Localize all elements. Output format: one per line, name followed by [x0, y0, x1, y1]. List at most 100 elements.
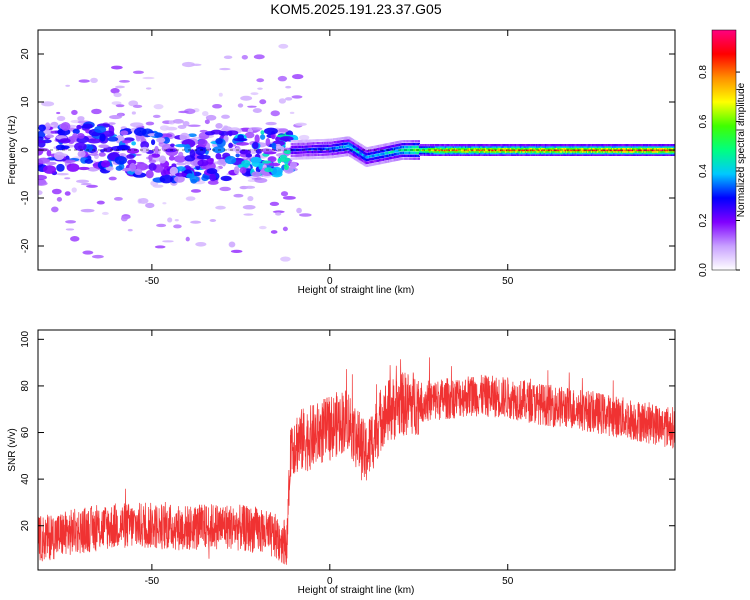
spectrogram-cell	[618, 150, 621, 153]
spectrogram-cell	[365, 156, 368, 159]
spectrogram-cell	[253, 54, 265, 60]
spectrogram-cell	[513, 147, 516, 150]
spectrogram-cell	[538, 150, 541, 153]
snr-series-line	[38, 357, 675, 565]
spectrogram-cell	[659, 153, 662, 156]
spectrogram-cell	[673, 150, 675, 153]
spectrogram-cell	[370, 163, 373, 167]
spectrogram-cell	[447, 145, 450, 148]
spectrogram-cell	[650, 150, 653, 153]
spectrogram-cell	[154, 245, 166, 249]
y-tick-label: 20	[20, 48, 31, 60]
spectrogram-cell	[664, 152, 667, 155]
spectrogram-cell	[364, 158, 367, 161]
spectrogram-cell	[244, 131, 255, 139]
spectrogram-cell	[506, 144, 509, 147]
spectrogram-cell	[280, 256, 291, 262]
spectrogram-cell	[665, 153, 668, 156]
spectrogram-cell	[497, 147, 500, 150]
spectrogram-cell	[300, 142, 303, 146]
spectrogram-cell	[422, 150, 425, 153]
spectrogram-cell	[148, 162, 157, 171]
spectrogram-cell	[87, 138, 102, 144]
spectrogram-cell	[309, 145, 312, 148]
spectrogram-cell	[554, 152, 558, 155]
spectrogram-cell	[636, 147, 640, 150]
spectrogram-cell	[533, 152, 536, 155]
spectrogram-cell	[631, 145, 635, 148]
spectrogram-cell	[379, 161, 382, 165]
spectrogram-cell	[331, 138, 335, 141]
spectrogram-cell	[76, 124, 82, 130]
spectrogram-cell	[361, 153, 364, 157]
spectrogram-cell	[587, 145, 590, 148]
spectrogram-cell	[364, 155, 367, 158]
spectrogram-cell	[582, 145, 585, 148]
spectrogram-cell	[665, 152, 668, 155]
spectrogram-cell	[381, 149, 384, 153]
spectrogram-cell	[321, 150, 325, 153]
spectrogram-cell	[455, 148, 458, 152]
spectrogram-cell	[564, 152, 567, 155]
spectrogram-cell	[375, 156, 378, 160]
x-tick-label: 50	[502, 576, 514, 587]
spectrogram-cell	[625, 150, 629, 153]
spectrogram-cell	[60, 121, 71, 131]
spectrogram-cell	[258, 162, 263, 170]
spectrogram-cell	[415, 154, 418, 157]
spectrogram-cell	[132, 70, 144, 74]
spectrogram-cell	[304, 145, 307, 148]
spectrogram-cell	[563, 152, 566, 155]
spectrogram-cell	[636, 150, 640, 153]
spectrogram-cell	[644, 144, 647, 147]
spectrogram-cell	[467, 144, 470, 147]
spectrogram-cell	[620, 152, 624, 155]
spectrogram-cell	[471, 150, 474, 153]
spectrogram-cell	[600, 144, 604, 147]
spectrogram-cell	[636, 152, 640, 155]
spectrogram-cell	[594, 148, 597, 152]
spectrogram-cell	[379, 158, 382, 162]
spectrogram-cell	[412, 151, 416, 155]
spectrogram-cell	[498, 153, 501, 156]
spectrogram-cell	[56, 172, 69, 176]
spectrogram-cell	[421, 145, 424, 148]
spectrogram-cell	[629, 150, 632, 153]
spectrogram-cell	[165, 148, 177, 153]
spectrogram-cell	[387, 151, 391, 154]
spectrogram-cell	[655, 147, 658, 150]
spectrogram-cell	[488, 144, 492, 147]
colorbar: 0.00.20.40.60.8 Normalized spectral ampl…	[698, 29, 747, 277]
spectrogram-cell	[321, 156, 325, 159]
spectrogram-cell	[152, 114, 161, 119]
spectrogram-cell	[634, 153, 637, 156]
spectrogram-cell	[278, 98, 287, 104]
spectrogram-cell	[443, 150, 447, 153]
spectrogram-cell	[599, 147, 602, 150]
spectrogram-cell	[335, 137, 338, 141]
spectrogram-cell	[331, 147, 335, 150]
spectrogram-cell	[441, 145, 444, 148]
spectrogram-cell	[448, 148, 452, 152]
spectrogram-cell	[330, 147, 333, 150]
spectrogram-cell	[664, 150, 667, 153]
spectrogram-cell	[145, 121, 155, 126]
spectrogram-cell	[339, 146, 342, 149]
spectrogram-cell	[496, 145, 499, 148]
spectrogram-cell	[364, 160, 367, 164]
spectrogram-cell	[567, 150, 570, 153]
spectrogram-cell	[440, 153, 443, 156]
spectrogram-cell	[440, 144, 443, 147]
spectrogram-cell	[381, 146, 384, 150]
spectrogram-cell	[630, 150, 633, 153]
spectrogram-cell	[402, 145, 406, 149]
spectrogram-cell	[114, 85, 125, 89]
spectrogram-cell	[570, 145, 574, 148]
spectrogram-cell	[508, 153, 511, 156]
spectrogram-cell	[531, 145, 534, 148]
spectrogram-cell	[408, 145, 412, 149]
spectrogram-cell	[359, 155, 362, 158]
spectrogram-cell	[533, 147, 536, 150]
spectrogram-cell	[335, 152, 338, 155]
spectrogram-cell	[531, 144, 534, 147]
